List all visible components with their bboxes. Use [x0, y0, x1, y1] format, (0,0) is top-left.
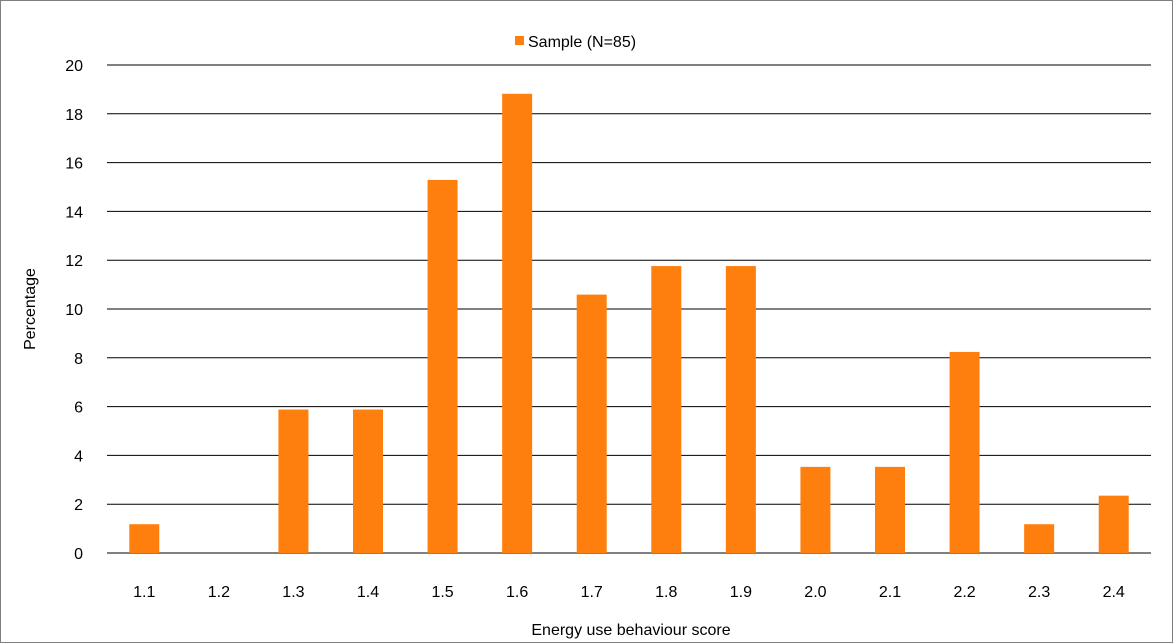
y-tick-label: 16 [65, 156, 83, 173]
y-tick-label: 14 [65, 204, 83, 221]
x-tick-label: 1.4 [357, 584, 379, 601]
bar [353, 409, 383, 553]
y-tick-label: 12 [65, 253, 83, 270]
x-tick-label: 1.9 [730, 584, 752, 601]
bar [502, 93, 533, 554]
y-tick-label: 18 [65, 107, 83, 124]
bar [278, 409, 309, 553]
bar [651, 266, 682, 553]
y-tick-label: 20 [65, 58, 83, 75]
x-tick-label: 1.1 [133, 584, 155, 601]
legend-label: Sample (N=85) [528, 34, 636, 51]
bar [427, 179, 458, 553]
y-tick-labels: 0 2 4 6 8 10 12 14 16 18 20 [65, 58, 83, 563]
y-tick-label: 6 [74, 400, 83, 417]
bars [129, 93, 1129, 554]
bar [949, 351, 980, 553]
x-tick-label: 1.3 [282, 584, 304, 601]
y-tick-label: 8 [74, 351, 83, 368]
legend: Sample (N=85) [515, 34, 636, 51]
y-axis-title: Percentage [22, 268, 39, 350]
x-tick-label: 1.8 [655, 584, 677, 601]
x-tick-labels: 1.1 1.2 1.3 1.4 1.5 1.6 1.7 1.8 1.9 2.0 2.1 2.2 2.3 2… [133, 584, 1125, 601]
x-tick-label: 1.2 [208, 584, 230, 601]
bar [875, 466, 905, 553]
x-tick-label: 2.4 [1103, 584, 1125, 601]
y-tick-label: 4 [74, 448, 83, 465]
x-tick-label: 2.1 [879, 584, 901, 601]
bar [800, 466, 831, 553]
bar [129, 524, 160, 553]
legend-swatch [515, 36, 524, 45]
x-tick-label: 2.3 [1028, 584, 1050, 601]
y-tick-label: 2 [74, 497, 83, 514]
bar [725, 266, 756, 553]
bar [576, 294, 607, 553]
x-tick-label: 1.5 [431, 584, 453, 601]
bar [1024, 524, 1055, 553]
x-axis-title: Energy use behaviour score [531, 622, 730, 639]
x-tick-label: 2.0 [804, 584, 826, 601]
bar [1098, 495, 1129, 553]
y-tick-label: 10 [65, 302, 83, 319]
x-tick-label: 1.6 [506, 584, 528, 601]
y-tick-label: 0 [74, 546, 83, 563]
x-tick-label: 2.2 [953, 584, 975, 601]
gridlines [107, 64, 1151, 554]
x-tick-label: 1.7 [581, 584, 603, 601]
